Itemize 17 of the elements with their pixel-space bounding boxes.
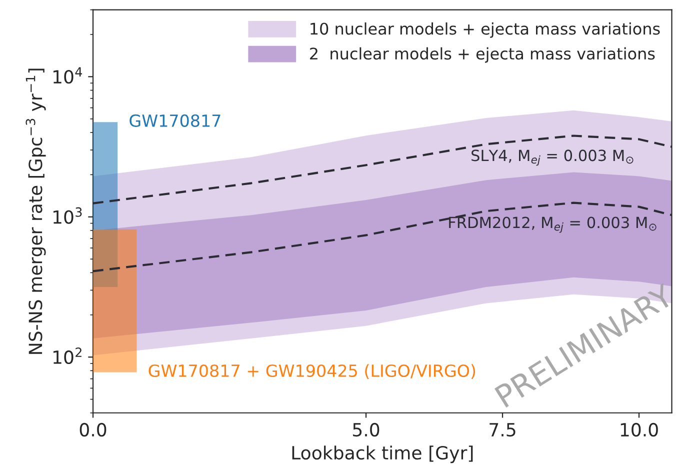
y-tick-label: 10$^{4}$ <box>54 67 82 84</box>
line-series <box>93 134 672 204</box>
series-label: FRDM2012, M$_{ej}$ = 0.003 M$_{⊙}$ <box>449 216 656 233</box>
y-axis-title: NS-NS merger rate [Gpc$^{−3}$ yr$^{−1}$] <box>26 68 46 354</box>
legend-label: GW170817 <box>130 114 220 127</box>
y-tick-label: 10$^{2}$ <box>54 348 82 364</box>
x-tick-label: 7.5 <box>490 423 516 437</box>
x-tick-label: 5.0 <box>353 422 380 437</box>
x-tick-label: 0.0 <box>80 422 106 437</box>
line-series <box>93 202 672 272</box>
y-tick-label: 10$^{3}$ <box>54 207 82 224</box>
series-label: SLY4, M$_{ej}$ = 0.003 M$_{⊙}$ <box>472 150 634 166</box>
legend-label: 2 nuclear models + ejecta mass variations <box>310 47 655 63</box>
legend-label: GW170817 + GW190425 (LIGO/VIRGO) <box>148 364 476 380</box>
x-tick-label: 10.0 <box>620 422 658 437</box>
legend-label: 10 nuclear models + ejecta mass variations <box>310 22 660 38</box>
x-axis-title: Lookback time [Gyr] <box>292 446 473 464</box>
